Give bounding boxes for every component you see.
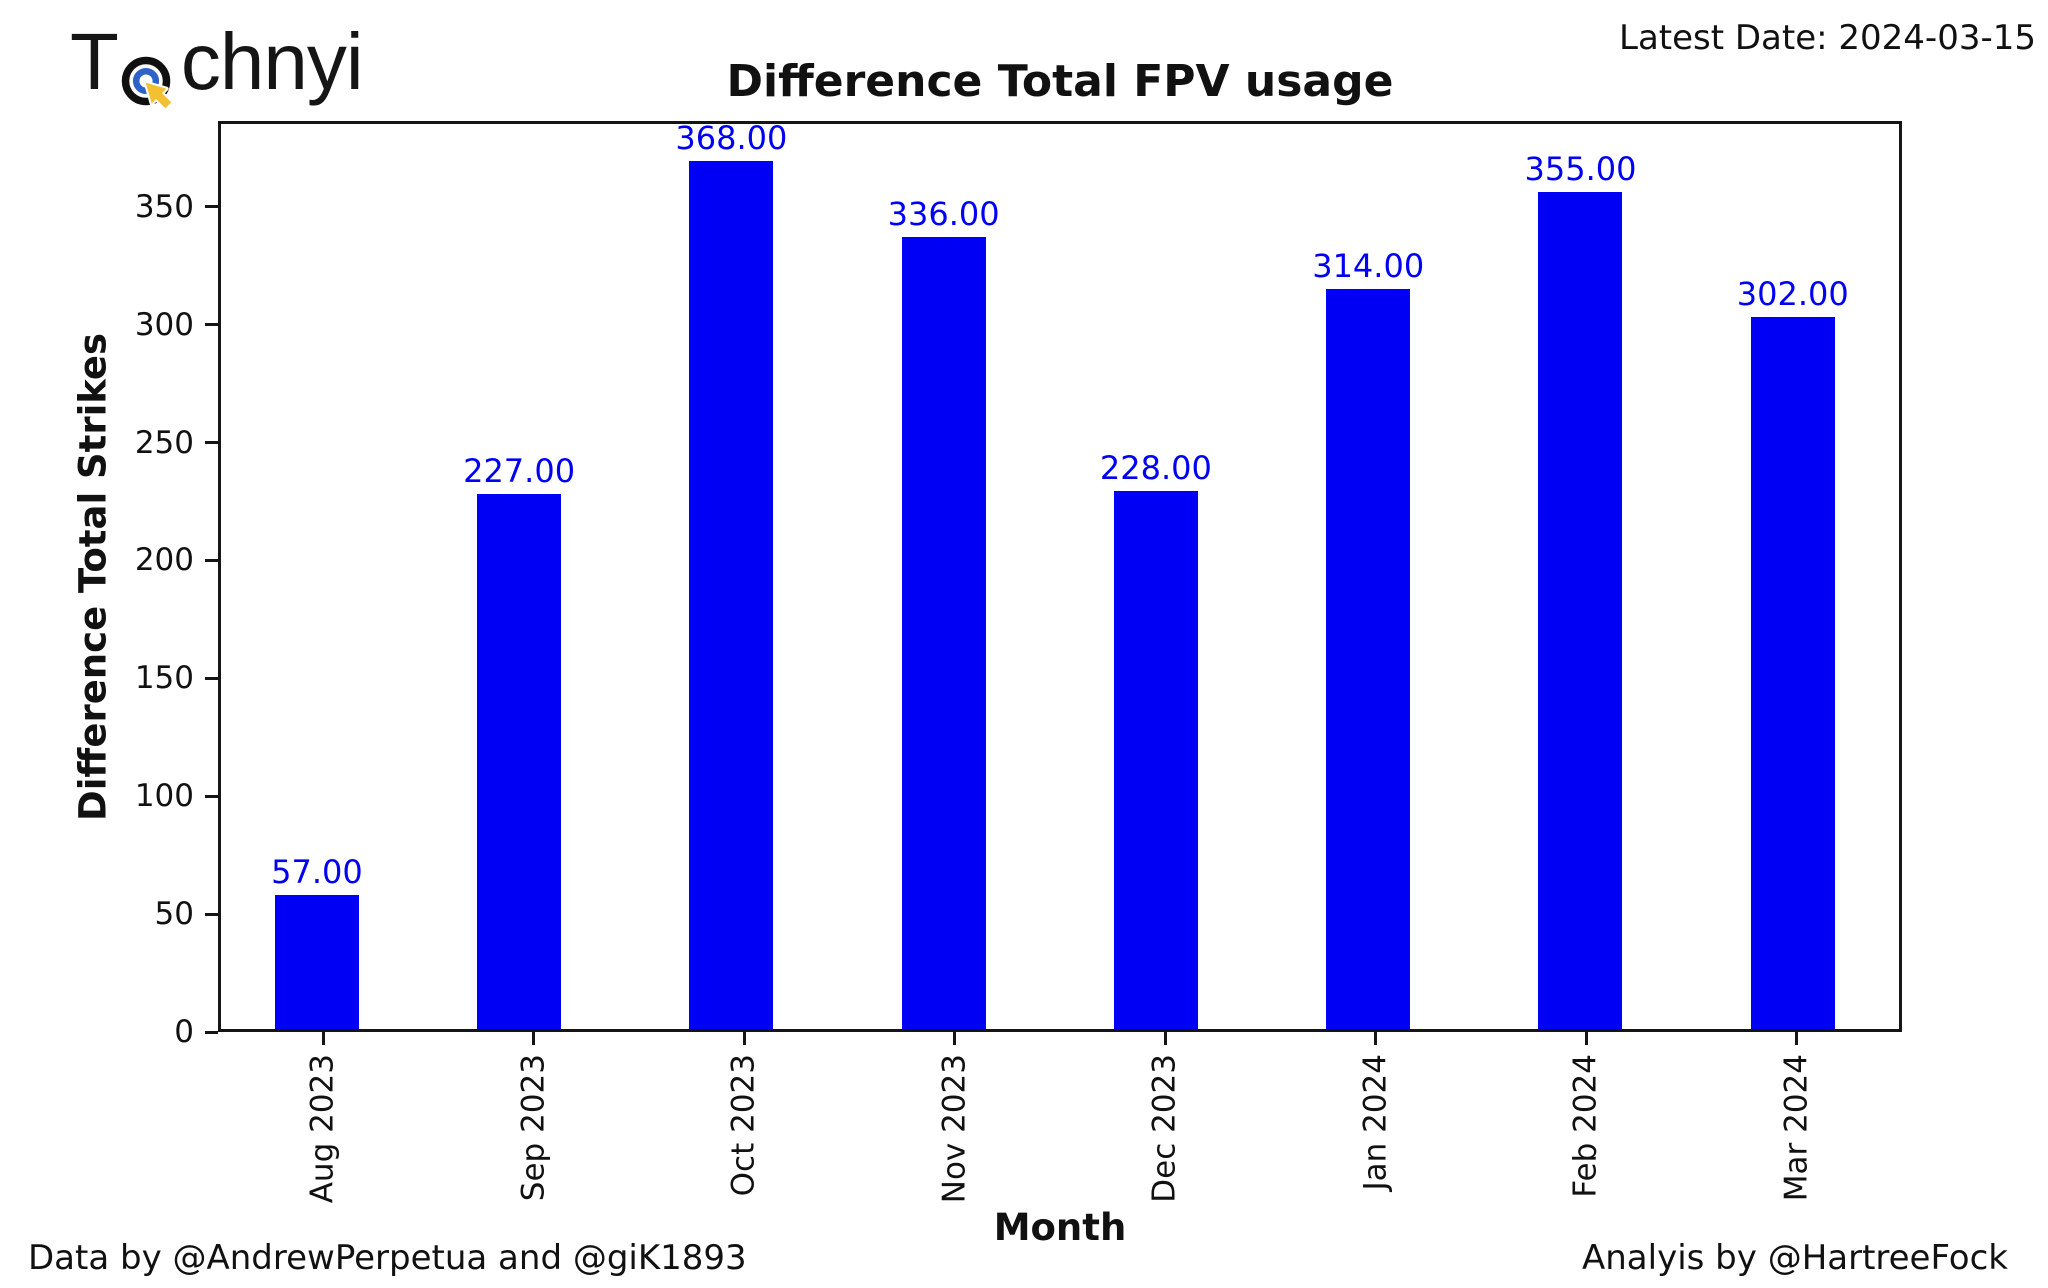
- x-tick-mark: [321, 1032, 325, 1045]
- y-tick-mark: [205, 205, 218, 209]
- bar: [1538, 192, 1623, 1029]
- x-tick-label: Nov 2023: [936, 1054, 973, 1204]
- bar-value-label: 302.00: [1736, 274, 1849, 313]
- bar-slot: 336.00: [887, 194, 1000, 1029]
- y-tick-label: 250: [134, 424, 194, 461]
- x-tick-label: Aug 2023: [304, 1054, 341, 1204]
- x-tick-label: Sep 2023: [515, 1054, 552, 1202]
- x-tick-mark: [953, 1032, 957, 1045]
- x-tick-mark: [1374, 1032, 1378, 1045]
- y-tick-mark: [205, 794, 218, 798]
- bar-slot: 227.00: [463, 451, 576, 1029]
- x-tick-mark: [532, 1032, 536, 1045]
- x-tick-label: Feb 2024: [1567, 1054, 1604, 1198]
- x-tick-mark: [1795, 1032, 1799, 1045]
- y-tick-mark: [205, 441, 218, 445]
- y-axis-title: Difference Total Strikes: [71, 332, 115, 822]
- y-tick-label: 150: [134, 660, 194, 697]
- logo-text-left: T: [70, 17, 119, 106]
- bar-slot: 57.00: [271, 852, 363, 1029]
- bar-slot: 228.00: [1099, 448, 1212, 1029]
- y-tick-mark: [205, 1030, 218, 1034]
- bars-layer: 57.00 227.00 368.00 336.00 228.00 314.00 355.0…: [221, 118, 1899, 1029]
- bar-value-label: 314.00: [1312, 246, 1425, 285]
- x-tick-label: Mar 2024: [1778, 1054, 1815, 1202]
- latest-date-label: Latest Date: 2024-03-15: [1619, 18, 2036, 58]
- bar: [689, 161, 774, 1029]
- y-tick-label: 50: [154, 896, 194, 933]
- bar: [477, 494, 562, 1029]
- x-axis-title: Month: [993, 1206, 1127, 1249]
- data-credit: Data by @AndrewPerpetua and @giK1893: [28, 1238, 747, 1278]
- x-tick-mark: [742, 1032, 746, 1045]
- bar: [1326, 289, 1411, 1029]
- x-tick-mark: [1163, 1032, 1167, 1045]
- bar-slot: 355.00: [1524, 149, 1637, 1029]
- target-with-cursor-icon: [121, 56, 174, 111]
- logo: T chnyi: [70, 17, 364, 111]
- x-tick-label: Jan 2024: [1357, 1054, 1394, 1191]
- y-tick-mark: [205, 558, 218, 562]
- bar-value-label: 228.00: [1099, 448, 1212, 487]
- logo-text-right: chnyi: [180, 17, 364, 106]
- y-tick-label: 100: [134, 778, 194, 815]
- bar-slot: 314.00: [1312, 246, 1425, 1029]
- y-tick-label: 350: [134, 188, 194, 225]
- bar-value-label: 57.00: [271, 852, 363, 891]
- bar-value-label: 368.00: [675, 118, 788, 157]
- bar-value-label: 336.00: [887, 194, 1000, 233]
- bar-value-label: 227.00: [463, 451, 576, 490]
- analysis-credit: Analyis by @HartreeFock: [1582, 1238, 2008, 1278]
- chart-title: Difference Total FPV usage: [726, 56, 1394, 107]
- bar-value-label: 355.00: [1524, 149, 1637, 188]
- bar: [901, 237, 986, 1029]
- x-tick-mark: [1584, 1032, 1588, 1045]
- y-tick-label: 300: [134, 306, 194, 343]
- y-tick-label: 200: [134, 542, 194, 579]
- bar-slot: 302.00: [1736, 274, 1849, 1029]
- y-tick-mark: [205, 323, 218, 327]
- plot-area: 57.00 227.00 368.00 336.00 228.00 314.00 355.0…: [218, 118, 1902, 1032]
- bar: [274, 895, 359, 1029]
- x-tick-label: Oct 2023: [725, 1054, 762, 1197]
- bar: [1113, 491, 1198, 1029]
- bar: [1750, 317, 1835, 1029]
- x-tick-label: Dec 2023: [1146, 1054, 1183, 1203]
- bar-slot: 368.00: [675, 118, 788, 1029]
- y-tick-label: 0: [174, 1014, 194, 1050]
- y-tick-mark: [205, 912, 218, 916]
- y-tick-mark: [205, 676, 218, 680]
